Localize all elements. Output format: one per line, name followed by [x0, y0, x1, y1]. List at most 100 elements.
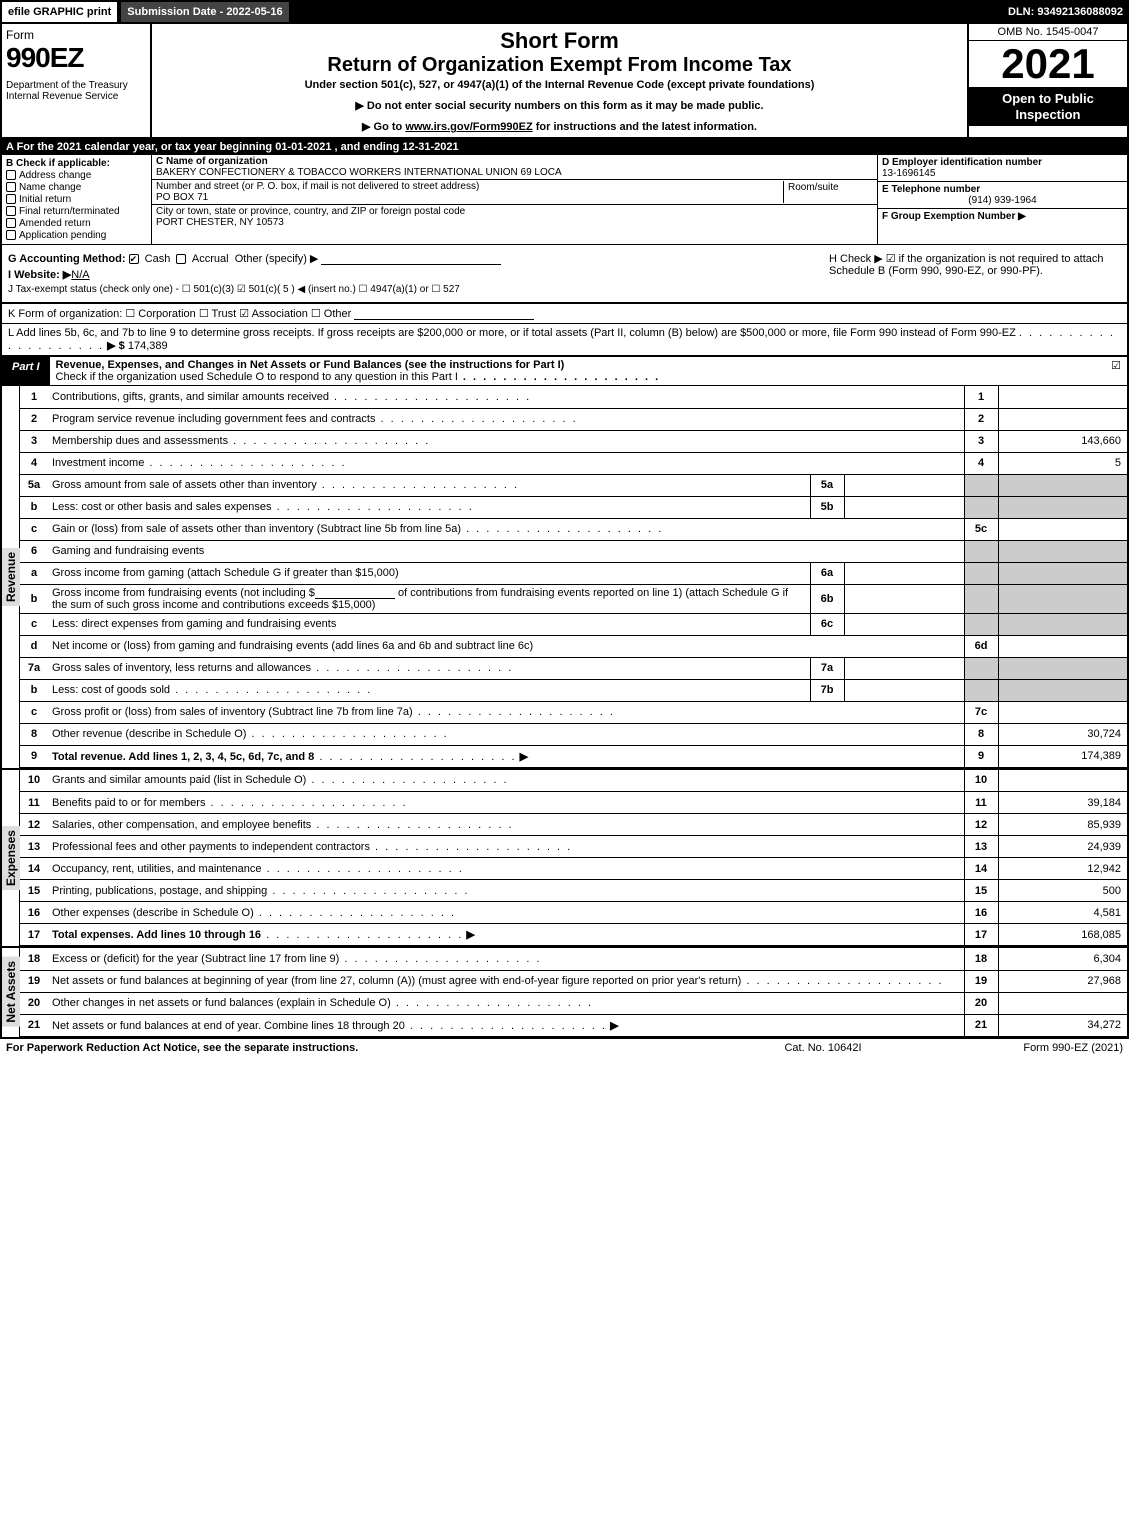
form-word: Form [6, 28, 146, 42]
line-14: 14Occupancy, rent, utilities, and mainte… [20, 858, 1128, 880]
row-k-form-of-org: K Form of organization: ☐ Corporation ☐ … [0, 304, 1129, 324]
paperwork-notice: For Paperwork Reduction Act Notice, see … [6, 1042, 723, 1054]
group-exemption-label: F Group Exemption Number ▶ [882, 211, 1026, 222]
chk-final-return[interactable]: Final return/terminated [6, 206, 147, 217]
street-block: Number and street (or P. O. box, if mail… [152, 180, 877, 205]
chk-accrual[interactable] [176, 254, 186, 264]
line-11: 11Benefits paid to or for members1139,18… [20, 792, 1128, 814]
submission-date-label: Submission Date - 2022-05-16 [119, 0, 290, 24]
line-16: 16Other expenses (describe in Schedule O… [20, 902, 1128, 924]
line-17: 17Total expenses. Add lines 10 through 1… [20, 924, 1128, 946]
net-assets-section: Net Assets 18Excess or (deficit) for the… [0, 948, 1129, 1039]
omb-number: OMB No. 1545-0047 [969, 24, 1127, 41]
efile-print-label[interactable]: efile GRAPHIC print [0, 0, 119, 24]
dln-label: DLN: 93492136088092 [1002, 0, 1129, 24]
irs-link[interactable]: www.irs.gov/Form990EZ [405, 121, 532, 133]
part-1-header: Part I Revenue, Expenses, and Changes in… [0, 357, 1129, 386]
part-1-title: Revenue, Expenses, and Changes in Net As… [50, 357, 1106, 385]
street-value: PO BOX 71 [156, 192, 208, 203]
line-7b: bLess: cost of goods sold7b [20, 679, 1128, 701]
website-value: N/A [71, 269, 89, 281]
line-18: 18Excess or (deficit) for the year (Subt… [20, 948, 1128, 970]
revenue-table: 1Contributions, gifts, grants, and simil… [20, 386, 1129, 768]
open-to-public-label: Open to Public Inspection [969, 87, 1127, 126]
chk-address-change[interactable]: Address change [6, 170, 147, 181]
chk-name-change[interactable]: Name change [6, 182, 147, 193]
part-1-tab: Part I [2, 357, 50, 385]
line-7c: cGross profit or (loss) from sales of in… [20, 701, 1128, 723]
arrow2-post: for instructions and the latest informat… [533, 121, 757, 133]
chk-initial-return[interactable]: Initial return [6, 194, 147, 205]
group-exemption-block: F Group Exemption Number ▶ [878, 209, 1127, 224]
line-6a: aGross income from gaming (attach Schedu… [20, 562, 1128, 584]
chk-cash[interactable] [129, 254, 139, 264]
tax-year: 2021 [969, 41, 1127, 87]
short-form-title: Short Form [160, 28, 959, 54]
room-suite-label: Room/suite [783, 181, 873, 203]
col-def: D Employer identification number 13-1696… [877, 155, 1127, 244]
line-5a: 5aGross amount from sale of assets other… [20, 474, 1128, 496]
ein-value: 13-1696145 [882, 168, 935, 179]
line-19: 19Net assets or fund balances at beginni… [20, 970, 1128, 992]
phone-label: E Telephone number [882, 184, 980, 195]
line-21: 21Net assets or fund balances at end of … [20, 1014, 1128, 1036]
phone-block: E Telephone number (914) 939-1964 [878, 182, 1127, 209]
phone-value: (914) 939-1964 [882, 195, 1123, 206]
other-org-input[interactable] [354, 308, 534, 320]
line-6d: dNet income or (loss) from gaming and fu… [20, 635, 1128, 657]
topbar-spacer [291, 0, 1002, 24]
line-10: 10Grants and similar amounts paid (list … [20, 770, 1128, 792]
line-5c: cGain or (loss) from sale of assets othe… [20, 518, 1128, 540]
row-l-gross-receipts: L Add lines 5b, 6c, and 7b to line 9 to … [0, 324, 1129, 357]
net-assets-vtab: Net Assets [2, 957, 20, 1027]
revenue-section: Revenue 1Contributions, gifts, grants, a… [0, 386, 1129, 770]
row-j-tax-exempt: J Tax-exempt status (check only one) - ☐… [8, 284, 821, 295]
entity-info-block: B Check if applicable: Address change Na… [0, 155, 1129, 244]
line-9: 9Total revenue. Add lines 1, 2, 3, 4, 5c… [20, 745, 1128, 767]
ein-block: D Employer identification number 13-1696… [878, 155, 1127, 182]
line-6b: bGross income from fundraising events (n… [20, 584, 1128, 613]
org-name-block: C Name of organization BAKERY CONFECTION… [152, 155, 877, 180]
line-20: 20Other changes in net assets or fund ba… [20, 992, 1128, 1014]
city-value: PORT CHESTER, NY 10573 [156, 217, 284, 228]
line-6c: cLess: direct expenses from gaming and f… [20, 613, 1128, 635]
form-number: 990EZ [6, 42, 146, 74]
org-name-label: C Name of organization [156, 156, 268, 167]
section-ghij: G Accounting Method: Cash Accrual Other … [0, 244, 1129, 304]
ein-label: D Employer identification number [882, 157, 1042, 168]
arrow2-pre: ▶ Go to [362, 121, 405, 133]
form-version: Form 990-EZ (2021) [923, 1042, 1123, 1054]
line-7a: 7aGross sales of inventory, less returns… [20, 657, 1128, 679]
row-a-calendar-year: A For the 2021 calendar year, or tax yea… [0, 139, 1129, 155]
line-2: 2Program service revenue including gover… [20, 408, 1128, 430]
header-center: Short Form Return of Organization Exempt… [152, 24, 967, 137]
col-c-name-address: C Name of organization BAKERY CONFECTION… [152, 155, 877, 244]
instruction-line-1: ▶ Do not enter social security numbers o… [160, 99, 959, 112]
header-right: OMB No. 1545-0047 2021 Open to Public In… [967, 24, 1127, 137]
city-label: City or town, state or province, country… [156, 206, 465, 217]
expenses-table: 10Grants and similar amounts paid (list … [20, 770, 1129, 947]
row-i-website: I Website: ▶N/A [8, 268, 821, 281]
chk-amended-return[interactable]: Amended return [6, 218, 147, 229]
form-title: Return of Organization Exempt From Incom… [160, 54, 959, 77]
fundraising-amount-input[interactable] [315, 587, 395, 599]
line-6: 6Gaming and fundraising events [20, 540, 1128, 562]
line-12: 12Salaries, other compensation, and empl… [20, 814, 1128, 836]
line-5b: bLess: cost or other basis and sales exp… [20, 496, 1128, 518]
header-left: Form 990EZ Department of the Treasury In… [2, 24, 152, 137]
gross-receipts-value: 174,389 [128, 340, 168, 352]
line-4: 4Investment income45 [20, 452, 1128, 474]
line-8: 8Other revenue (describe in Schedule O)8… [20, 723, 1128, 745]
org-name-value: BAKERY CONFECTIONERY & TOBACCO WORKERS I… [156, 167, 562, 178]
chk-application-pending[interactable]: Application pending [6, 230, 147, 241]
line-13: 13Professional fees and other payments t… [20, 836, 1128, 858]
line-1: 1Contributions, gifts, grants, and simil… [20, 386, 1128, 408]
line-15: 15Printing, publications, postage, and s… [20, 880, 1128, 902]
part-1-check[interactable]: ☑ [1105, 357, 1127, 385]
expenses-vtab: Expenses [2, 826, 20, 890]
department-label: Department of the Treasury Internal Reve… [6, 80, 146, 102]
row-h-schedule-b: H Check ▶ ☑ if the organization is not r… [829, 252, 1121, 277]
other-specify-input[interactable] [321, 253, 501, 265]
col-b-checkboxes: B Check if applicable: Address change Na… [2, 155, 152, 244]
net-assets-table: 18Excess or (deficit) for the year (Subt… [20, 948, 1129, 1037]
